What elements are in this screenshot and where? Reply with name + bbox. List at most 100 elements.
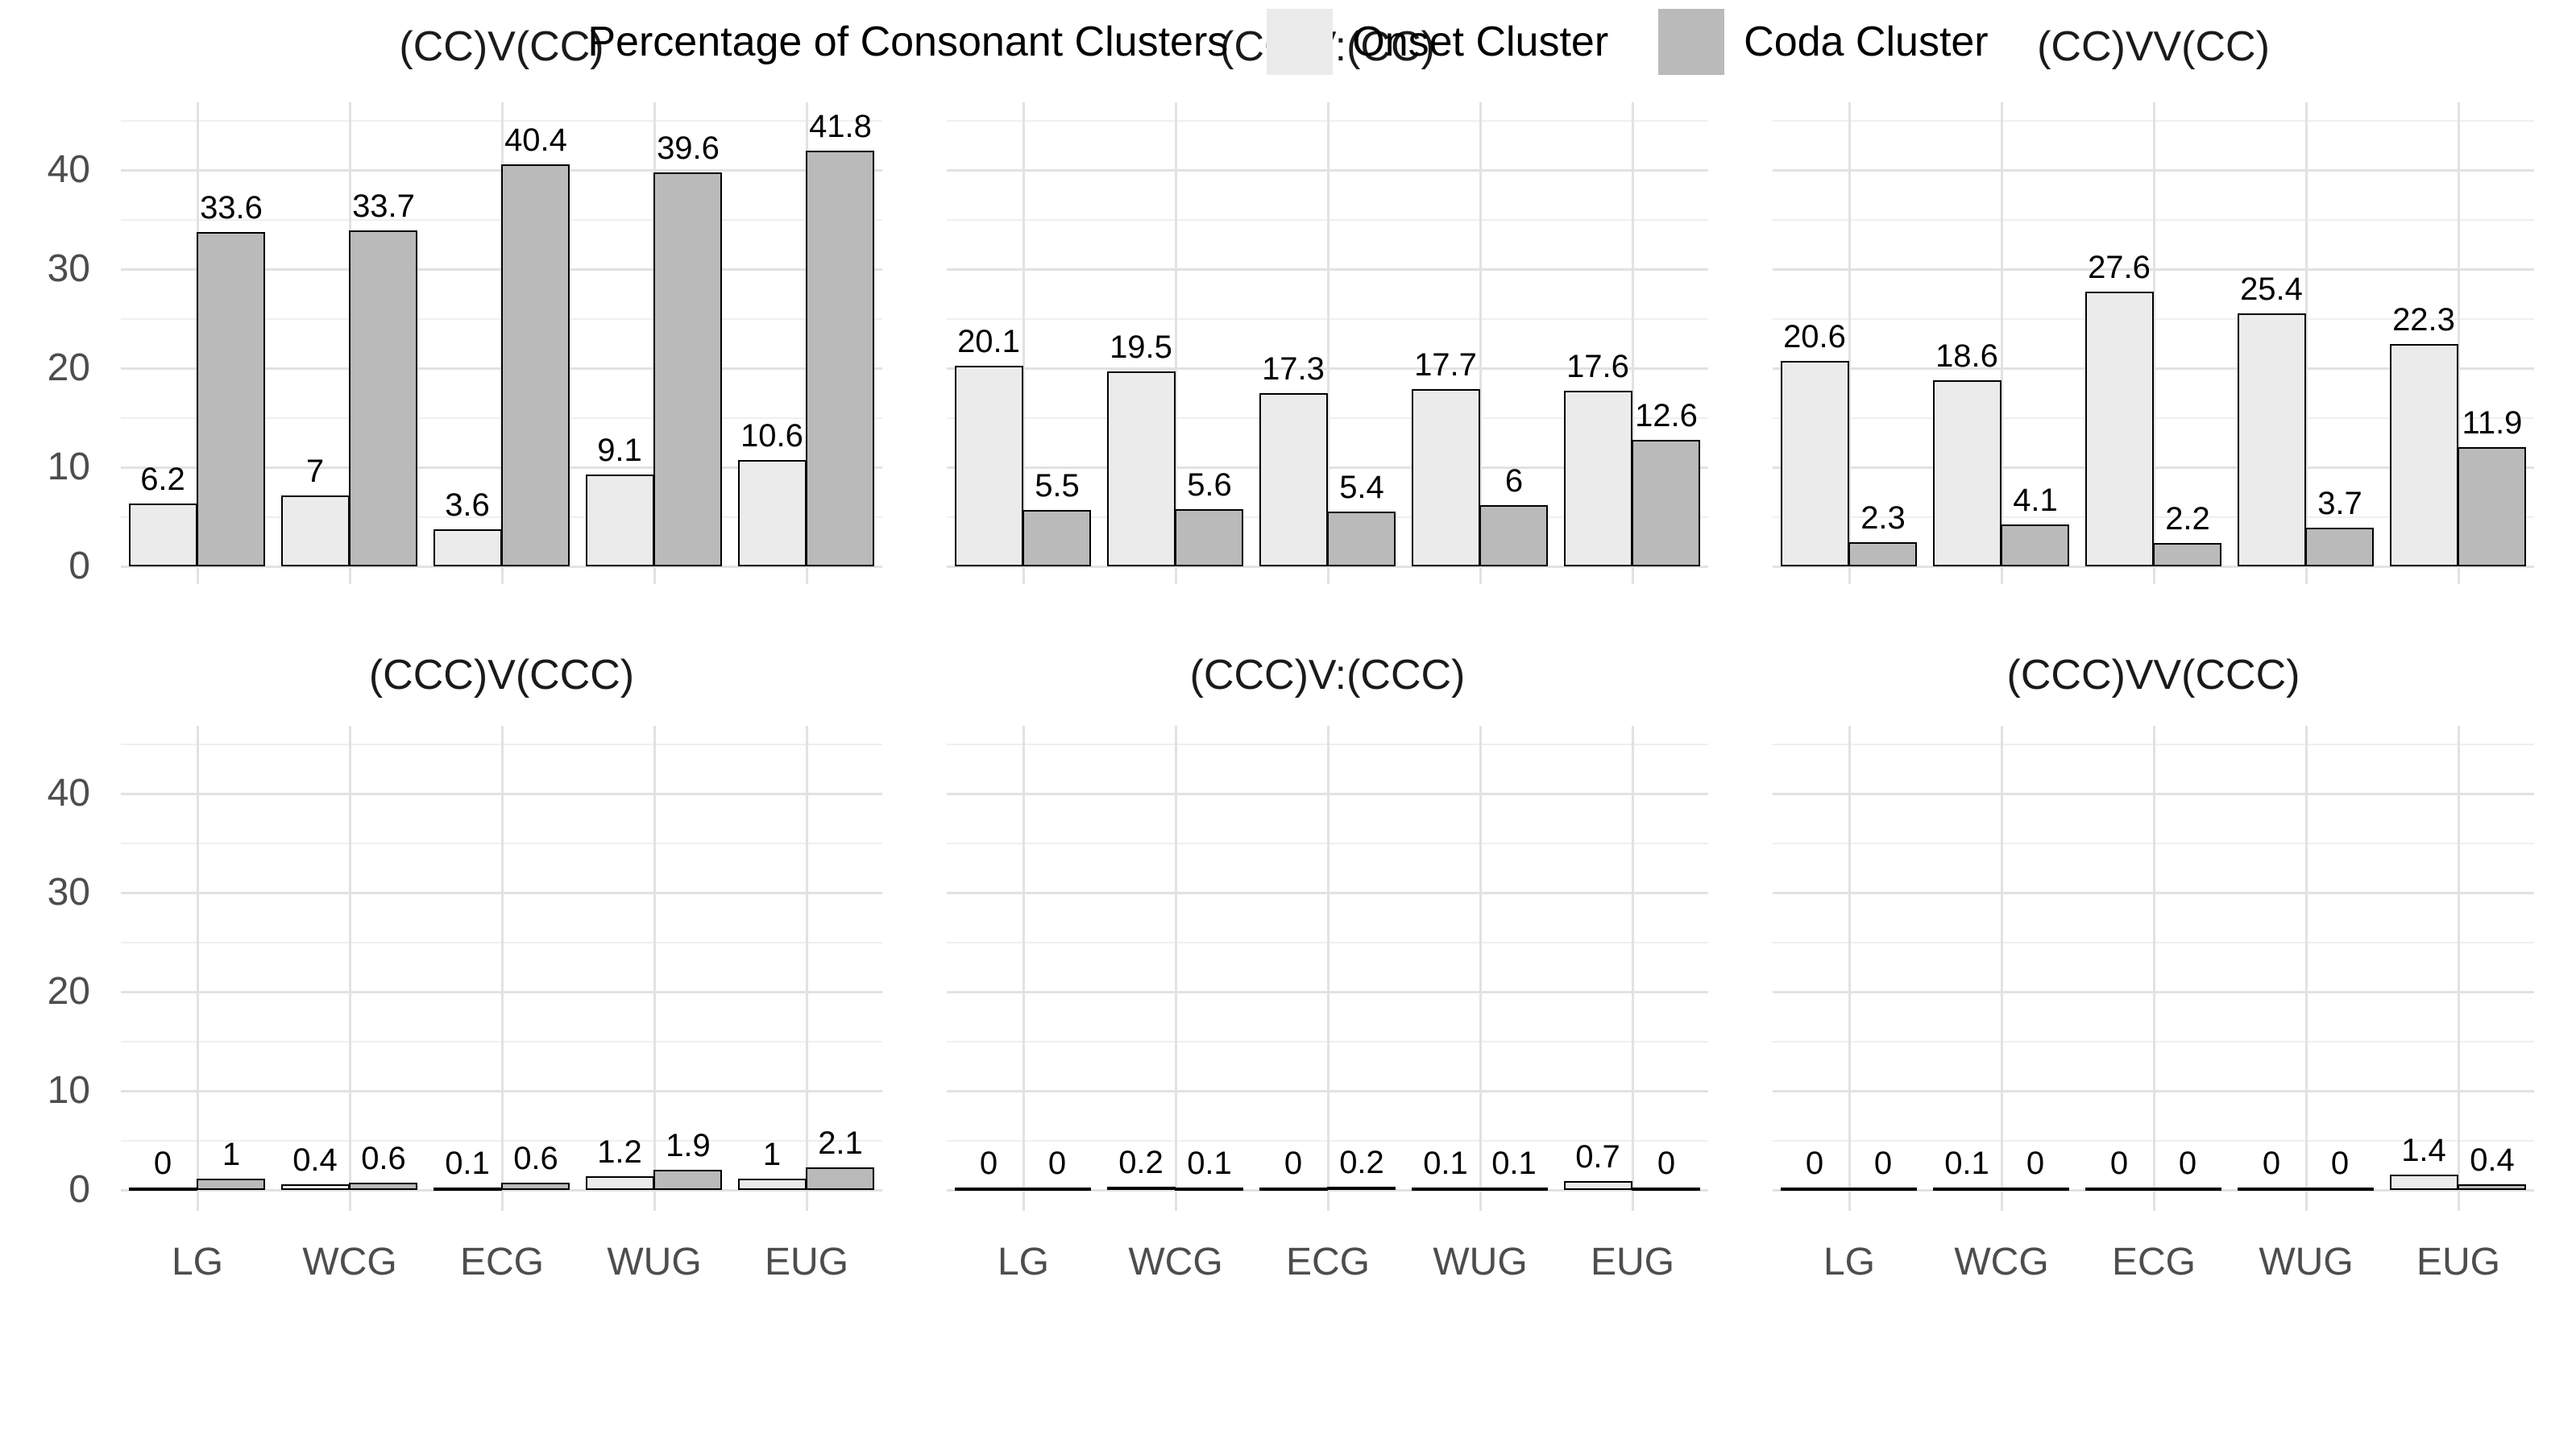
x-tick-label: ECG [1285,1241,1370,1283]
bar-value-label: 1 [762,1137,782,1172]
gridline-v-major [2001,102,2003,584]
bar-coda [2153,1188,2221,1191]
gridline-v-major [2458,102,2460,584]
bar-coda [2305,1188,2374,1191]
bar-value-label: 0 [1657,1146,1676,1181]
x-tick-label: WCG [302,1241,397,1283]
gridline-v-major [2153,726,2155,1211]
panel-title: (CCC)V(CCC) [368,652,635,698]
bar-value-label: 25.4 [2240,272,2303,307]
x-tick-label: LG [1823,1241,1876,1283]
bar-value-label: 12.6 [1635,398,1698,433]
bar-onset [586,1176,654,1190]
x-tick-label: WCG [1954,1241,2049,1283]
bar-coda [1848,1188,1917,1191]
bar-onset [955,366,1023,566]
bar-value-label: 1.4 [2401,1133,2446,1168]
bar-coda [2001,1188,2069,1191]
bar-onset [1259,1188,1328,1191]
bar-value-label: 2.1 [818,1125,863,1161]
bar-coda [1327,1187,1396,1190]
bar-onset [281,495,350,566]
bar-onset [2390,1175,2458,1190]
gridline-v-major [1023,102,1025,584]
bar-value-label: 4.1 [2013,483,2058,518]
gridline-v-major [1848,726,1851,1211]
panel: 6.2 7 3.6 9.1 10.6 33.6 33.7 40.4 39.6 41.8 [121,102,882,584]
bar-value-label: 11.9 [2462,405,2523,441]
gridline-v-major [653,726,656,1211]
gridline-v-major [2305,102,2308,584]
gridline-v-major [1327,726,1329,1211]
bar-value-label: 0.2 [1339,1145,1384,1180]
bar-coda [349,230,417,566]
bar-onset [2085,1188,2154,1191]
gridline-v-major [1175,102,1177,584]
bar-value-label: 0.1 [1187,1146,1232,1181]
bar-value-label: 17.6 [1566,349,1629,384]
bar-value-label: 19.5 [1110,330,1172,365]
bar-coda [197,232,265,566]
bar-value-label: 20.1 [957,324,1020,359]
bar-onset [433,1188,502,1191]
y-tick-label: 20 [47,346,90,389]
x-tick-label: ECG [459,1241,544,1283]
bar-value-label: 39.6 [657,131,720,166]
gridline-v-major [501,726,504,1211]
gridline-v-major [1848,102,1851,584]
gridline-v-major [1479,102,1482,584]
bar-value-label: 5.6 [1187,467,1232,503]
bar-coda [1023,510,1091,566]
bar-coda [653,172,722,566]
panel-title: (CCC)VV(CCC) [2006,652,2300,698]
bar-value-label: 0.4 [2470,1142,2515,1178]
panel-title: (CC)VV(CC) [2037,23,2270,70]
bar-value-label: 27.6 [2088,250,2151,285]
y-tick-label: 30 [47,247,90,290]
bar-coda [806,1167,874,1190]
bar-value-label: 0 [2330,1146,2350,1181]
bar-onset [955,1188,1023,1191]
legend-label-coda: Coda Cluster [1744,19,1989,65]
bar-value-label: 0 [979,1146,998,1181]
bar-coda [2458,447,2526,566]
bar-value-label: 17.3 [1262,351,1325,387]
bar-value-label: 0.6 [361,1141,406,1176]
bar-value-label: 5.5 [1035,468,1080,504]
x-tick-label: WUG [607,1241,702,1283]
y-tick-label: 40 [47,772,90,815]
bar-value-label: 1.2 [597,1134,642,1170]
bar-coda [2305,528,2374,566]
bar-coda [501,164,570,566]
bar-value-label: 7 [305,454,325,489]
y-tick-label: 0 [68,1168,90,1211]
bar-value-label: 33.7 [352,189,415,224]
bar-value-label: 17.7 [1414,347,1477,383]
bar-coda [1632,440,1700,566]
bar-onset [1412,1188,1480,1191]
bar-coda [1479,1188,1548,1191]
bar-onset [2390,344,2458,566]
legend-item-onset: Onset Cluster [1267,9,1608,75]
gridline-v-major [1479,726,1482,1211]
gridline-v-major [2001,726,2003,1211]
bar-coda [197,1179,265,1190]
bar-value-label: 6.2 [140,462,185,497]
bar-value-label: 5.4 [1339,470,1384,505]
y-tick-label: 40 [47,148,90,191]
y-tick-label: 10 [47,1069,90,1112]
bar-onset [738,460,807,566]
bar-value-label: 0.7 [1575,1139,1620,1175]
bar-onset [2085,292,2154,566]
bar-value-label: 22.3 [2392,302,2455,338]
bar-onset [1107,1187,1176,1190]
panel: 0 0.4 0.1 1.2 1 1 0.6 0.6 1.9 2.1 [121,726,882,1211]
panel: 20.6 18.6 27.6 25.4 22.3 2.3 4.1 2.2 3.7 11.9 [1773,102,2534,584]
panel: 0 0.1 0 0 1.4 0 0 0 0 0.4 [1773,726,2534,1211]
bar-coda [653,1170,722,1190]
bar-coda [1848,542,1917,566]
bar-coda [1023,1188,1091,1191]
bar-value-label: 1 [222,1137,241,1172]
legend-label-onset: Onset Cluster [1352,19,1609,65]
legend-item-coda: Coda Cluster [1658,9,1989,75]
